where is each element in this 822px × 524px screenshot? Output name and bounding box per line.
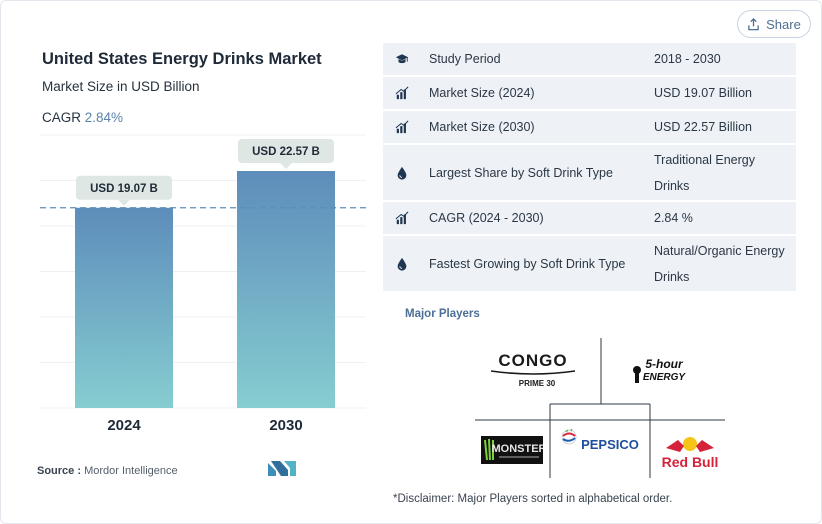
five-hour-text: 5-hour — [645, 357, 684, 371]
drop-icon — [383, 257, 415, 271]
congo-logo-text: CONGO — [498, 351, 567, 370]
data-label-2030: USD 22.57 B — [238, 139, 334, 170]
disclaimer: *Disclaimer: Major Players sorted in alp… — [393, 493, 673, 505]
market-summary-table: Study Period 2018 - 2030 Market Size (2024… — [383, 43, 796, 293]
summary-row-value: USD 19.07 Billion — [654, 86, 752, 100]
data-label-text: USD 22.57 B — [252, 146, 320, 158]
cagr-value: 2.84% — [84, 110, 124, 125]
x-tick-label: 2024 — [107, 417, 141, 434]
source-value: Mordor Intelligence — [84, 465, 178, 477]
monster-logo: MONSTER — [481, 436, 547, 464]
major-players-label[interactable]: Major Players — [405, 308, 480, 320]
bar-2030 — [237, 171, 335, 408]
players-grid-lines — [475, 338, 725, 478]
source-note: Source : Mordor Intelligence — [37, 465, 178, 477]
graduation-cap-icon — [383, 52, 415, 66]
share-label: Share — [766, 16, 801, 32]
summary-row-value: 2.84 % — [654, 211, 693, 225]
redbull-text: Red Bull — [662, 454, 719, 470]
summary-row-label: CAGR (2024 - 2030) — [429, 211, 544, 225]
congo-logo: CONGO PRIME 30 — [487, 349, 579, 391]
x-tick-label: 2030 — [269, 417, 302, 434]
bar-growth-icon — [383, 120, 415, 134]
bar-growth-icon — [383, 86, 415, 100]
monster-text: MONSTER — [492, 443, 544, 455]
cagr-label: CAGR 2.84% — [42, 110, 123, 125]
energy-text: ENERGY — [643, 372, 687, 383]
summary-row-label: Market Size (2024) — [429, 86, 535, 100]
bar-chart: USD 19.07 B USD 22.57 B 2024 2030 — [40, 134, 366, 434]
summary-row: CAGR (2024 - 2030) 2.84 % — [383, 202, 796, 236]
pepsico-text: PEPSICO — [581, 437, 639, 452]
summary-row-label: Fastest Growing by Soft Drink Type — [429, 256, 626, 271]
share-button[interactable]: Share — [737, 10, 811, 38]
cagr-label-text: CAGR — [42, 110, 82, 125]
mordor-logo — [268, 461, 296, 476]
bar-2024 — [75, 207, 173, 408]
bar-growth-icon — [383, 211, 415, 225]
summary-row-label: Largest Share by Soft Drink Type — [429, 165, 613, 180]
summary-row-label: Market Size (2030) — [429, 120, 535, 134]
data-label-2024: USD 19.07 B — [76, 175, 172, 206]
summary-row: Market Size (2024) USD 19.07 Billion — [383, 77, 796, 111]
congo-tagline: PRIME 30 — [519, 379, 556, 388]
redbull-logo: Red Bull — [660, 432, 720, 472]
chart-subtitle: Market Size in USD Billion — [42, 79, 200, 94]
pepsico-logo: PEPSICO — [560, 427, 644, 457]
summary-row-value: Natural/Organic Energy Drinks — [654, 243, 785, 284]
summary-row: Market Size (2030) USD 22.57 Billion — [383, 111, 796, 145]
summary-row-value: USD 22.57 Billion — [654, 120, 752, 134]
chart-title: United States Energy Drinks Market — [42, 50, 322, 68]
summary-row: Study Period 2018 - 2030 — [383, 43, 796, 77]
drop-icon — [383, 166, 415, 180]
data-label-text: USD 19.07 B — [90, 183, 158, 195]
summary-row-label: Study Period — [429, 52, 501, 66]
share-icon — [748, 17, 759, 30]
summary-row-value: Traditional Energy Drinks — [654, 152, 755, 193]
summary-row: Largest Share by Soft Drink Type Traditio… — [383, 145, 796, 202]
summary-row-value: 2018 - 2030 — [654, 52, 721, 66]
five-hour-energy-logo: 5-hour ENERGY — [628, 355, 690, 385]
summary-row: Fastest Growing by Soft Drink Type Natura… — [383, 236, 796, 293]
source-label: Source : — [37, 465, 82, 477]
